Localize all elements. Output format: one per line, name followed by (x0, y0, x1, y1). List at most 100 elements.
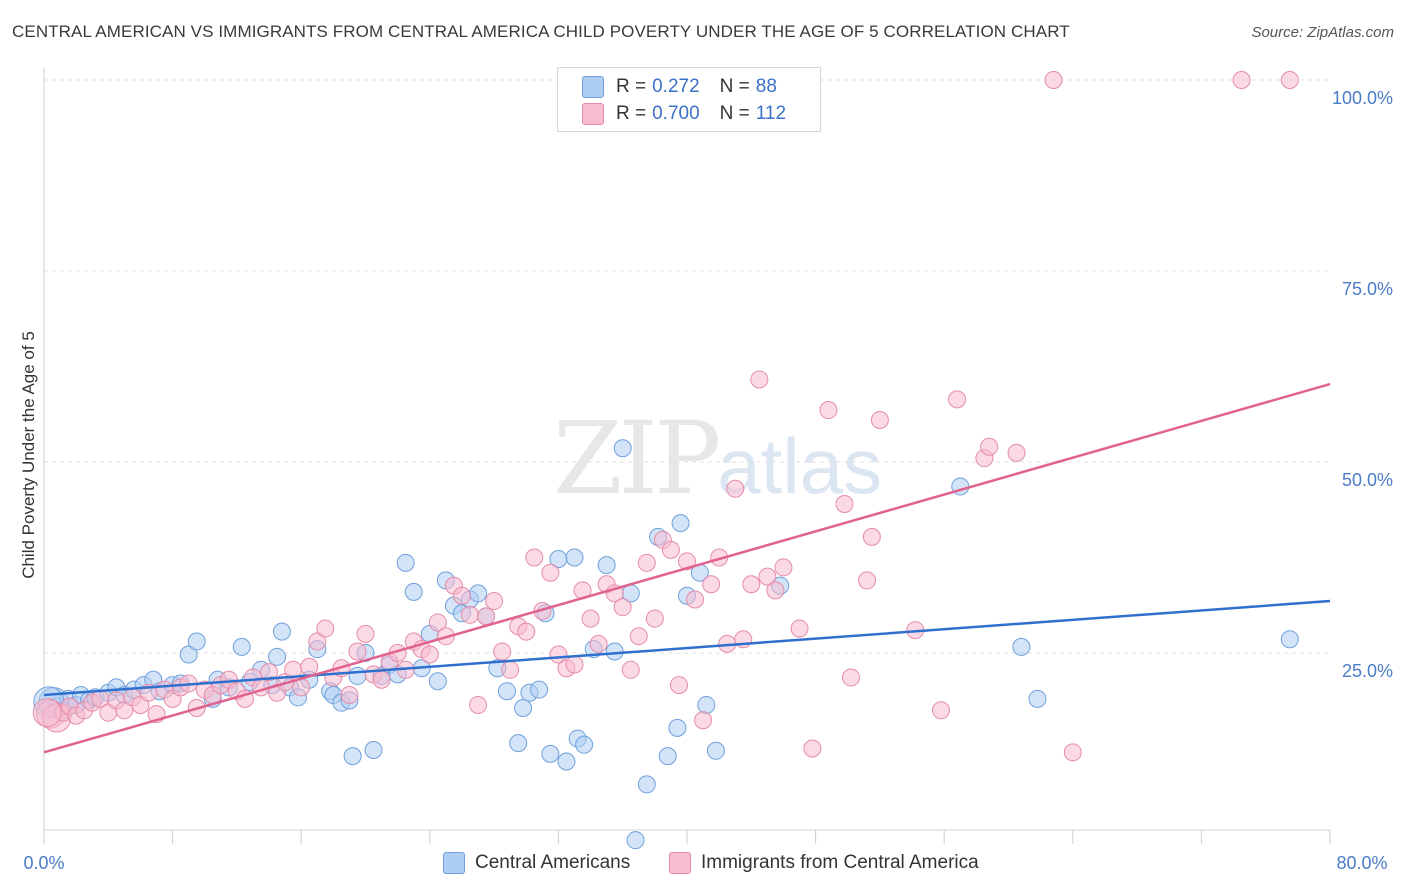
data-point-central-americans (268, 647, 287, 666)
bottom-legend-label: Immigrants from Central America (701, 852, 979, 873)
legend-swatch-blue (582, 76, 604, 98)
y-tick-label: 25.0% (1342, 661, 1393, 681)
bottom-legend-swatch-blue (443, 852, 465, 874)
legend: R = 0.272 N = 88 R = 0.700 N = 112 (557, 67, 821, 132)
data-point-immigrants (420, 645, 439, 664)
data-point-immigrants (565, 655, 584, 674)
data-point-central-americans (613, 439, 632, 458)
data-point-central-americans (348, 666, 367, 685)
data-point-central-americans (232, 637, 251, 656)
data-point-central-americans (565, 548, 584, 567)
data-point-immigrants (931, 701, 950, 720)
data-point-central-americans (469, 584, 488, 603)
data-point-central-americans (272, 622, 291, 641)
data-point-immigrants (356, 624, 375, 643)
watermark: ZIPatlas (553, 400, 882, 517)
data-point-immigrants (1044, 71, 1063, 89)
chart-title: CENTRAL AMERICAN VS IMMIGRANTS FROM CENT… (12, 22, 1070, 41)
trend-lines (43, 382, 1331, 754)
data-point-immigrants (348, 642, 367, 661)
data-point-immigrants (589, 634, 608, 653)
data-point-immigrants (678, 552, 696, 571)
data-point-immigrants (316, 619, 335, 638)
data-point-central-americans (530, 680, 549, 699)
data-point-central-americans (1028, 689, 1047, 708)
data-point-immigrants (372, 670, 391, 689)
legend-row-pink: R = 0.700 N = 112 (582, 101, 786, 127)
data-point-immigrants (694, 711, 713, 730)
data-point-central-americans (514, 699, 533, 718)
watermark-atlas: atlas (717, 422, 883, 510)
data-point-central-americans (541, 744, 560, 763)
data-point-central-americans (557, 752, 576, 771)
data-point-immigrants (517, 622, 536, 641)
data-point-immigrants (758, 567, 777, 586)
data-point-immigrants (32, 698, 62, 728)
data-point-immigrants (300, 657, 319, 676)
data-point-immigrants (452, 586, 471, 605)
bottom-legend-swatch-pink (669, 852, 691, 874)
legend-r-label: R = (616, 76, 647, 97)
y-tick-label: 50.0% (1342, 470, 1393, 490)
legend-r-value: 0.272 (652, 76, 700, 97)
data-point-immigrants (661, 540, 680, 559)
data-point-immigrants (115, 701, 134, 720)
y-tick-label: 100.0% (1332, 88, 1393, 108)
data-point-immigrants (702, 575, 721, 594)
data-point-immigrants (774, 558, 793, 577)
data-point-immigrants (742, 575, 761, 594)
data-point-immigrants (790, 619, 809, 638)
data-point-immigrants (841, 668, 860, 687)
data-point-immigrants (686, 590, 705, 609)
data-point-immigrants (1007, 443, 1026, 462)
data-point-immigrants (460, 605, 479, 624)
y-axis-label: Child Poverty Under the Age of 5 (19, 331, 38, 579)
bottom-legend-blue: Central Americans (443, 852, 630, 874)
legend-n-value: 112 (755, 103, 787, 124)
data-point-immigrants (835, 495, 854, 514)
watermark-zip: ZIP (553, 400, 721, 517)
data-point-central-americans (597, 556, 616, 575)
data-point-central-americans (668, 718, 687, 737)
data-point-immigrants (260, 663, 279, 682)
data-point-immigrants (669, 676, 688, 695)
series-immigrants (32, 71, 1299, 762)
x-tick-label-min: 0.0% (23, 853, 64, 873)
data-point-central-americans (497, 682, 516, 701)
data-point-immigrants (1280, 71, 1299, 89)
legend-r-label: R = (616, 103, 647, 124)
data-point-central-americans (396, 553, 415, 572)
x-tick-label-max: 80.0% (1336, 853, 1387, 873)
data-point-central-americans (671, 514, 690, 533)
data-point-immigrants (485, 592, 504, 611)
data-point-immigrants (581, 609, 600, 628)
data-point-central-americans (706, 741, 725, 760)
data-point-central-americans (626, 831, 645, 850)
legend-r-value: 0.700 (652, 103, 700, 124)
legend-n-label: N = (719, 103, 750, 124)
data-point-central-americans (509, 734, 528, 753)
legend-row-blue: R = 0.272 N = 88 (582, 74, 777, 100)
data-point-central-americans (637, 775, 656, 794)
legend-n-label: N = (719, 76, 750, 97)
data-point-central-americans (404, 582, 423, 601)
data-point-central-americans (1012, 637, 1031, 656)
data-point-immigrants (613, 598, 632, 617)
source-label: Source: ZipAtlas.com (1251, 24, 1394, 41)
data-point-immigrants (493, 642, 512, 661)
data-point-central-americans (575, 735, 594, 754)
data-point-immigrants (541, 563, 560, 582)
data-point-immigrants (858, 571, 877, 590)
trend-line-central-americans (43, 599, 1331, 697)
data-point-immigrants (870, 410, 889, 429)
data-point-immigrants (645, 609, 664, 628)
data-point-immigrants (629, 627, 648, 646)
data-point-immigrants (308, 632, 327, 651)
data-point-central-americans (187, 632, 206, 651)
data-point-immigrants (750, 370, 769, 389)
y-tick-label: 75.0% (1342, 279, 1393, 299)
data-point-immigrants (477, 607, 496, 626)
data-point-immigrants (1232, 71, 1251, 89)
data-point-immigrants (469, 695, 488, 714)
